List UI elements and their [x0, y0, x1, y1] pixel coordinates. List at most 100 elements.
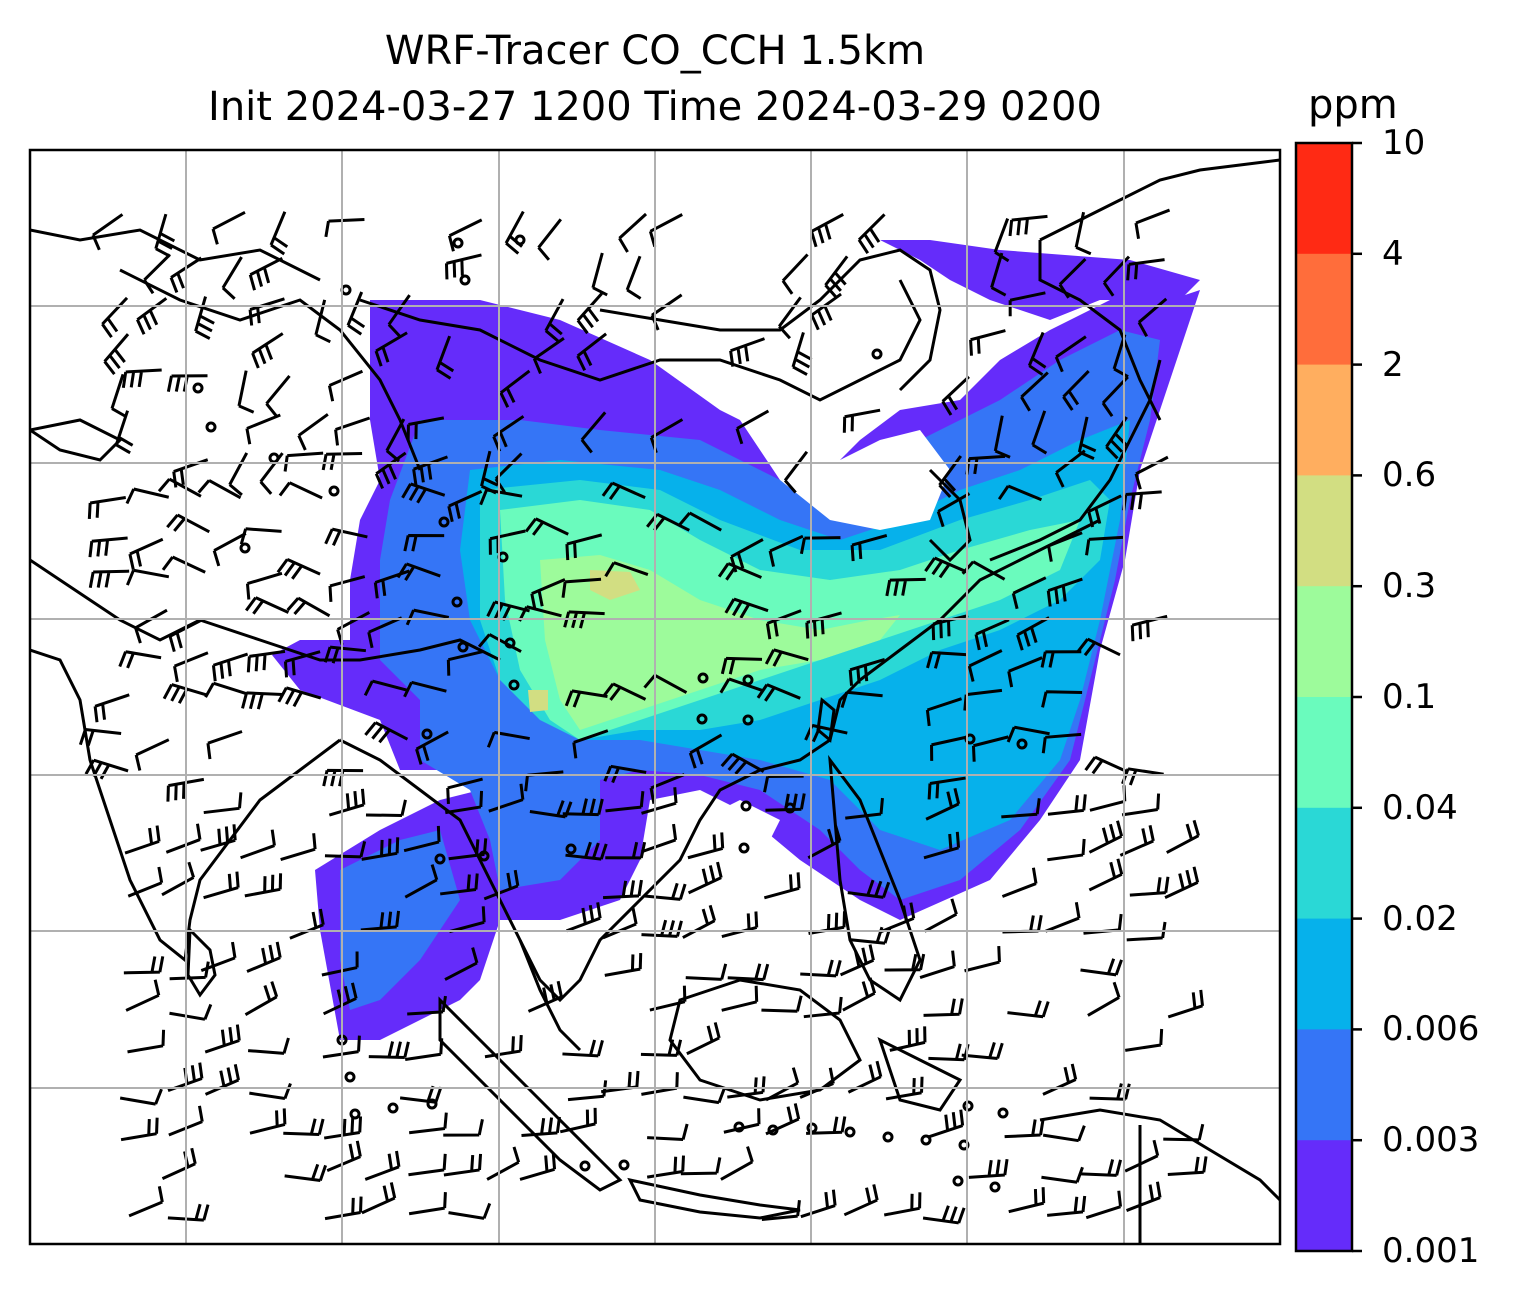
wind-barb — [1085, 535, 1125, 556]
wind-barb — [328, 788, 366, 817]
colorbar-tick-label: 10 — [1382, 123, 1426, 163]
wind-barb — [806, 1116, 847, 1135]
coast-philippines — [828, 754, 922, 1003]
wind-barb — [443, 1119, 484, 1137]
wind-barb — [323, 645, 367, 664]
calm-wind-marker — [952, 1175, 964, 1187]
calm-wind-marker — [451, 596, 463, 608]
plume-03 — [590, 570, 640, 600]
wind-barb — [143, 253, 171, 295]
wind-barb — [494, 452, 523, 494]
wind-barb — [1042, 1125, 1086, 1143]
calm-wind-marker — [565, 843, 577, 855]
wind-barb — [967, 649, 1003, 682]
wind-barb — [761, 1200, 801, 1221]
wind-barb — [91, 213, 124, 251]
calm-wind-marker — [192, 382, 204, 394]
wind-barb — [172, 458, 209, 488]
wind-barb — [532, 337, 565, 375]
wind-barb — [678, 511, 722, 532]
wind-barb — [127, 1029, 166, 1054]
wind-barb — [249, 1108, 287, 1135]
wind-barb — [283, 1118, 325, 1137]
wind-barb — [848, 658, 886, 686]
calm-wind-marker — [457, 641, 469, 653]
wind-barb — [936, 492, 971, 528]
wind-barb — [1121, 767, 1164, 786]
wind-barb — [717, 562, 762, 581]
wind-barb — [924, 556, 969, 579]
wind-barb — [162, 683, 207, 704]
wind-barb — [1040, 650, 1082, 668]
wind-barb — [200, 824, 237, 852]
wind-barb — [530, 578, 566, 610]
wind-barb — [850, 533, 888, 562]
wind-barb — [165, 823, 202, 854]
colorbar-tick-label: 4 — [1382, 233, 1404, 274]
wind-barb — [103, 333, 130, 376]
wind-barb — [479, 488, 523, 506]
wind-barb — [446, 777, 483, 805]
wind-barb — [245, 571, 283, 600]
wind-barb — [559, 1107, 597, 1134]
wind-barb — [440, 873, 479, 896]
wind-barb — [840, 690, 883, 708]
calm-wind-marker — [696, 713, 708, 725]
wind-barb — [724, 597, 769, 619]
colorbar-ticks — [1352, 141, 1362, 1253]
wind-barb — [277, 686, 322, 708]
wind-barb — [88, 536, 128, 558]
wind-barb — [781, 253, 809, 295]
wind-barb — [120, 1117, 159, 1142]
wind-barb — [1167, 1156, 1208, 1176]
wind-barb — [839, 944, 875, 977]
wind-barb — [297, 413, 329, 451]
wind-barb — [1047, 794, 1087, 816]
wind-barb — [1007, 1000, 1050, 1019]
wind-barb — [328, 575, 366, 602]
colorbar-unit-label: ppm — [1308, 82, 1398, 128]
wind-barb — [778, 296, 802, 340]
wind-barb — [800, 959, 842, 978]
wind-barb — [435, 335, 455, 380]
wind-barb — [1016, 616, 1050, 651]
wind-barb — [322, 982, 358, 1016]
colorbar — [1296, 143, 1352, 1252]
colorbar-tick-label: 0.006 — [1382, 1009, 1480, 1050]
wind-barb — [1006, 725, 1050, 743]
wind-barb — [565, 841, 608, 861]
wind-barb — [572, 729, 609, 759]
wind-barb — [688, 733, 723, 769]
wind-barb — [128, 537, 164, 570]
wind-barb — [687, 832, 725, 860]
wind-barb — [1121, 793, 1161, 817]
colorbar-tick-label: 0.02 — [1382, 898, 1458, 939]
wind-barb — [564, 689, 608, 708]
wind-barb — [246, 941, 282, 973]
wind-barb — [763, 872, 801, 900]
wind-barb — [842, 977, 877, 1012]
wind-barb — [791, 332, 813, 376]
wind-barb — [259, 452, 284, 495]
wind-barb — [444, 947, 479, 981]
wind-barb — [885, 577, 926, 597]
wind-barb — [683, 1087, 726, 1105]
wind-barb — [604, 953, 643, 977]
wind-barb — [324, 527, 368, 547]
wind-barb — [1008, 1187, 1046, 1214]
wind-barb — [499, 369, 531, 408]
border-himalaya — [199, 618, 501, 662]
wind-barb — [763, 774, 804, 793]
wind-barb — [408, 1112, 448, 1135]
wind-barb — [845, 797, 884, 820]
colorbar-band — [1296, 586, 1352, 698]
wind-barb — [245, 596, 290, 615]
wind-barb — [1047, 531, 1083, 562]
gridlines — [30, 150, 1280, 1244]
calm-wind-marker — [989, 1181, 1001, 1193]
wind-barb — [126, 568, 170, 586]
calm-wind-marker — [508, 679, 520, 691]
wind-barb — [93, 693, 130, 723]
wind-barb — [1047, 838, 1086, 862]
wind-barb — [244, 873, 283, 898]
